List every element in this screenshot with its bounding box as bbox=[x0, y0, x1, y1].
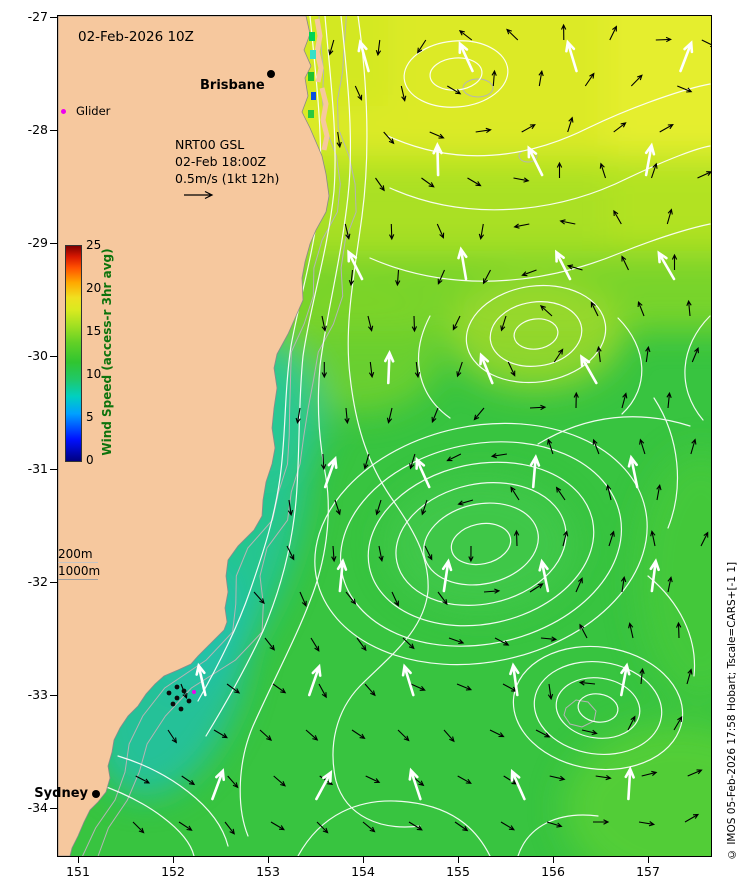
lon-tickmark bbox=[648, 857, 649, 863]
colorbar-tick-label: 5 bbox=[86, 410, 94, 424]
scale-arrow-icon bbox=[184, 190, 214, 200]
brisbane-label: Brisbane bbox=[200, 78, 265, 93]
lon-tick-label: 151 bbox=[66, 864, 90, 879]
mooring-dot bbox=[174, 695, 180, 701]
lon-tick-label: 154 bbox=[351, 864, 375, 879]
lon-tickmark bbox=[458, 857, 459, 863]
colorbar-title: Wind Speed (access-r 3hr avg) bbox=[100, 248, 114, 456]
lon-tickmark bbox=[553, 857, 554, 863]
lon-tick-label: 155 bbox=[446, 864, 470, 879]
colorbar-tick-label: 20 bbox=[86, 281, 102, 295]
mooring-dot bbox=[170, 701, 176, 707]
sydney-label: Sydney bbox=[34, 786, 88, 801]
model-info-block: NRT00 GSL 02-Feb 18:00Z 0.5m/s (1kt 12h) bbox=[175, 136, 279, 200]
lat-tickmark bbox=[50, 243, 57, 244]
lat-tickmark bbox=[50, 130, 57, 131]
copyright-label: © IMOS 05-Feb-2026 17:58 Hobart; Tscale=… bbox=[726, 561, 738, 860]
glider-legend-label: Glider bbox=[76, 104, 111, 118]
lat-tick-label: -30 bbox=[27, 348, 48, 363]
map-canvas bbox=[57, 15, 712, 857]
island-strip bbox=[314, 18, 324, 83]
lat-tick-label: -28 bbox=[27, 122, 48, 137]
model-arrow-scale-label: 0.5m/s (1kt 12h) bbox=[175, 171, 280, 186]
model-name-label: NRT00 GSL bbox=[175, 137, 245, 152]
lon-tickmark bbox=[173, 857, 174, 863]
depth-200m-contour-sample bbox=[58, 562, 98, 563]
lon-tickmark bbox=[268, 857, 269, 863]
colorbar-tick-label: 25 bbox=[86, 238, 102, 252]
island-strip bbox=[319, 87, 330, 151]
lat-tickmark bbox=[50, 582, 57, 583]
lon-tickmark bbox=[363, 857, 364, 863]
mooring-dot bbox=[186, 698, 192, 704]
mooring-dot bbox=[181, 688, 187, 694]
current-arrows-black bbox=[132, 23, 711, 835]
station-markers bbox=[92, 70, 275, 798]
map-plot-svg bbox=[58, 16, 711, 856]
mooring-dot bbox=[174, 684, 180, 690]
lon-tick-label: 157 bbox=[636, 864, 660, 879]
lat-tick-label: -34 bbox=[27, 800, 48, 815]
sydney-city-dot bbox=[92, 790, 100, 798]
lat-tick-label: -27 bbox=[27, 9, 48, 24]
mooring-dot bbox=[166, 690, 172, 696]
lat-tickmark bbox=[50, 469, 57, 470]
depth-200m-label: 200m bbox=[58, 547, 93, 561]
brisbane-city-dot bbox=[267, 70, 275, 78]
lat-tickmark bbox=[50, 695, 57, 696]
model-valid-time-label: 02-Feb 18:00Z bbox=[175, 154, 267, 169]
land-layer bbox=[58, 16, 330, 856]
depth-1000m-contour-sample bbox=[58, 579, 98, 580]
lat-tick-label: -33 bbox=[27, 687, 48, 702]
wave-arrows-white bbox=[195, 39, 694, 801]
lat-tickmark bbox=[50, 356, 57, 357]
current-streamlines bbox=[97, 16, 711, 856]
lat-tickmark bbox=[50, 17, 57, 18]
map-datetime-label: 02-Feb-2026 10Z bbox=[78, 29, 194, 45]
lon-tick-label: 156 bbox=[541, 864, 565, 879]
lat-tick-label: -31 bbox=[27, 461, 48, 476]
lon-tick-label: 153 bbox=[256, 864, 280, 879]
lat-tick-label: -29 bbox=[27, 235, 48, 250]
lat-tick-label: -32 bbox=[27, 574, 48, 589]
glider-marker-icon bbox=[61, 109, 66, 114]
colorbar bbox=[65, 245, 82, 462]
lon-tick-label: 152 bbox=[161, 864, 185, 879]
lon-tickmark bbox=[78, 857, 79, 863]
colorbar-tick-label: 10 bbox=[86, 367, 102, 381]
colorbar-tick-label: 0 bbox=[86, 453, 94, 467]
depth-1000m-label: 1000m bbox=[58, 564, 101, 578]
lat-tickmark bbox=[50, 808, 57, 809]
colorbar-tick-label: 15 bbox=[86, 324, 102, 338]
mooring-dot bbox=[178, 706, 184, 712]
glider-position-dot bbox=[192, 690, 196, 694]
